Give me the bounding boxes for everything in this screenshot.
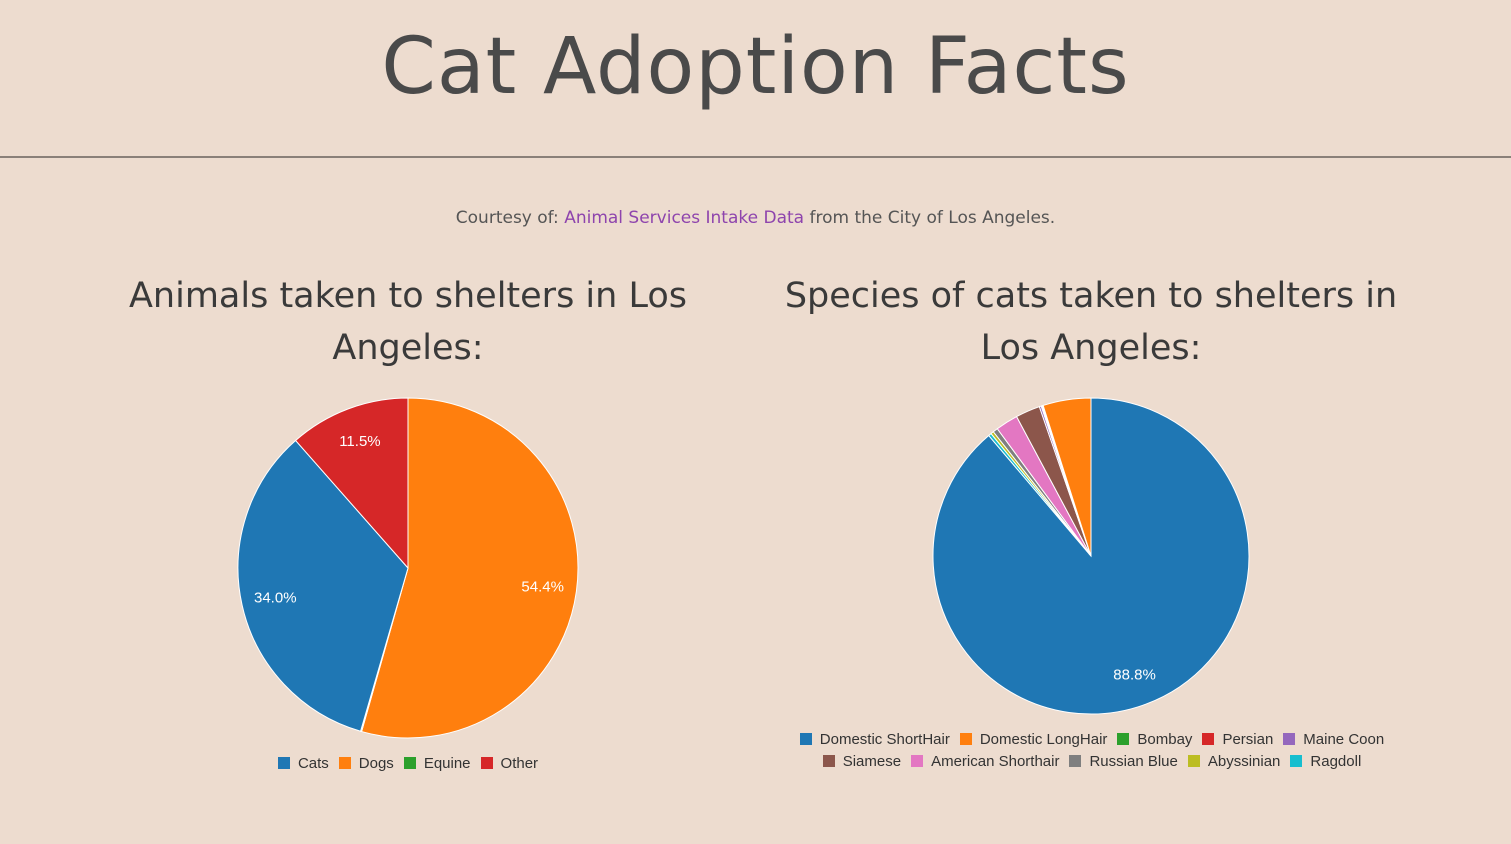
legend-item-persian[interactable]: Persian <box>1202 729 1273 751</box>
animals-chart-title: Animals taken to shelters in Los Angeles… <box>128 276 688 368</box>
slice-label-dogs: 54.4% <box>521 579 564 596</box>
data-source-link[interactable]: Animal Services Intake Data <box>564 208 805 228</box>
legend-row: Siamese American Shorthair Russian Blue Aby… <box>732 751 1452 773</box>
legend-swatch <box>911 755 924 767</box>
courtesy-line: Courtesy of: Animal Services Intake Data… <box>0 208 1511 228</box>
legend-label: Persian <box>1222 731 1274 748</box>
legend-swatch <box>1069 755 1082 767</box>
legend-item-russian-blue[interactable]: Russian Blue <box>1069 751 1178 773</box>
legend-item-ragdoll[interactable]: Ragdoll <box>1290 751 1361 773</box>
animals-chart-legend: Cats Dogs Equine Other <box>208 753 608 775</box>
legend-item-dogs[interactable]: Dogs <box>338 753 394 775</box>
legend-swatch <box>277 757 290 769</box>
legend-item-siamese[interactable]: Siamese <box>822 751 902 773</box>
legend-label: Maine Coon <box>1303 731 1385 748</box>
courtesy-prefix: Courtesy of: <box>455 208 559 228</box>
legend-label: Abyssinian <box>1207 753 1281 770</box>
legend-label: American Shorthair <box>931 753 1060 770</box>
legend-item-equine[interactable]: Equine <box>403 753 471 775</box>
legend-item-domestic-longhair[interactable]: Domestic LongHair <box>959 729 1108 751</box>
legend-item-cats[interactable]: Cats <box>277 753 329 775</box>
pie-slice-dogs[interactable] <box>360 397 579 739</box>
legend-item-other[interactable]: Other <box>480 753 539 775</box>
legend-label: Domestic LongHair <box>979 731 1108 748</box>
cat-species-chart-legend: Domestic ShortHair Domestic LongHair Bomba… <box>732 729 1452 773</box>
legend-swatch <box>959 733 972 745</box>
legend-swatch <box>1117 733 1130 745</box>
pie-slice-cats[interactable] <box>237 439 409 732</box>
legend-item-domestic-shorthair[interactable]: Domestic ShortHair <box>799 729 950 751</box>
legend-swatch <box>1202 733 1215 745</box>
legend-swatch <box>338 757 351 769</box>
slice-label-other: 11.5% <box>339 433 380 450</box>
cat-species-chart-title: Species of cats taken to shelters in Los… <box>784 276 1398 368</box>
legend-swatch <box>1283 733 1296 745</box>
slice-label-cats: 34.0% <box>254 590 297 607</box>
legend-swatch <box>403 757 416 769</box>
legend-label: Siamese <box>842 753 902 770</box>
legend-row: Cats Dogs Equine Other <box>208 753 608 775</box>
legend-swatch <box>822 755 835 767</box>
legend-label: Bombay <box>1137 731 1193 748</box>
legend-label: Dogs <box>358 755 394 772</box>
pie-slice-other[interactable] <box>294 397 409 570</box>
page-header: Cat Adoption Facts <box>0 0 1511 158</box>
courtesy-suffix: from the City of Los Angeles. <box>809 208 1056 228</box>
legend-row: Domestic ShortHair Domestic LongHair Bomba… <box>732 729 1452 751</box>
legend-swatch <box>1290 755 1303 767</box>
legend-label: Other <box>500 755 539 772</box>
legend-label: Ragdoll <box>1310 753 1362 770</box>
legend-item-american-shorthair[interactable]: American Shorthair <box>911 751 1059 773</box>
legend-item-maine-coon[interactable]: Maine Coon <box>1283 729 1384 751</box>
legend-swatch <box>1187 755 1200 767</box>
legend-item-abyssinian[interactable]: Abyssinian <box>1187 751 1281 773</box>
legend-swatch <box>799 733 812 745</box>
page-title: Cat Adoption Facts <box>381 22 1130 112</box>
legend-swatch <box>480 757 493 769</box>
legend-label: Domestic ShortHair <box>819 731 950 748</box>
legend-label: Russian Blue <box>1089 753 1178 770</box>
legend-label: Equine <box>423 755 471 772</box>
legend-item-bombay[interactable]: Bombay <box>1117 729 1192 751</box>
legend-label: Cats <box>297 755 329 772</box>
